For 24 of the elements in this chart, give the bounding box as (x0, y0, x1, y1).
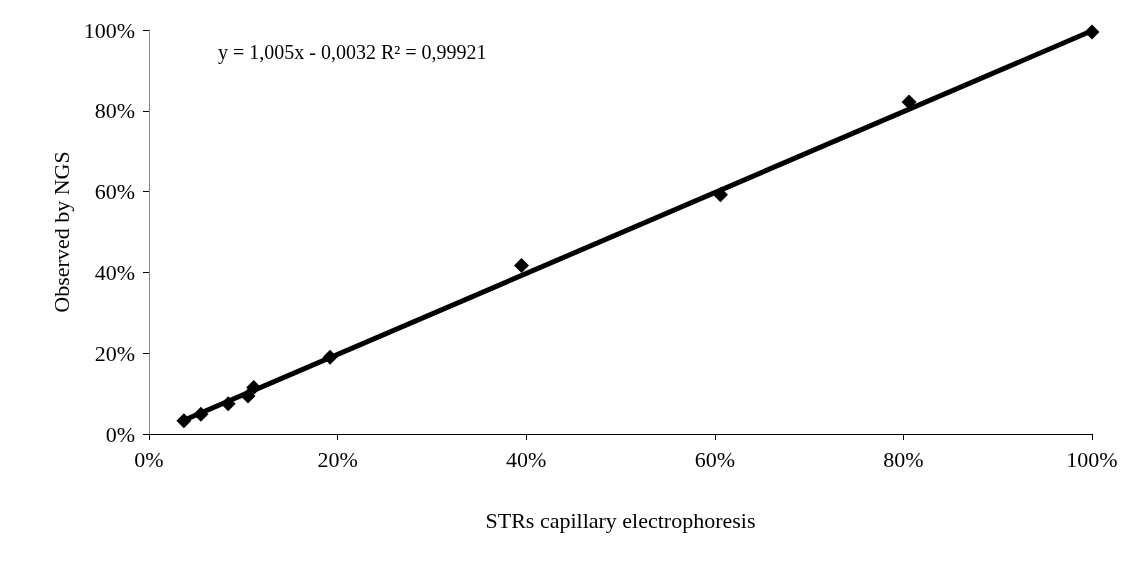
point (513, 258, 529, 274)
x-tick-label: 100% (1066, 446, 1118, 472)
y-tick-label: 20% (94, 340, 135, 366)
x-tick-label: 0% (134, 446, 164, 472)
point (176, 413, 192, 429)
x-tick-label: 80% (883, 446, 924, 472)
point (240, 388, 256, 404)
x-tick-label: 60% (694, 446, 735, 472)
point (246, 380, 262, 396)
y-tick-label: 100% (83, 17, 135, 43)
point (193, 406, 209, 422)
y-tick-label: 40% (94, 259, 135, 285)
x-tick-label: 40% (506, 446, 547, 472)
y-axis-title: Observed by NGS (49, 151, 75, 313)
y-tick-label: 80% (94, 98, 135, 124)
point (322, 349, 338, 365)
x-axis-title: STRs capillary electrophoresis (485, 507, 756, 533)
point (901, 94, 917, 110)
x-tick-label: 20% (317, 446, 358, 472)
point (1084, 24, 1100, 40)
point (712, 187, 728, 203)
y-tick-label: 60% (94, 179, 135, 205)
y-tick-label: 0% (105, 421, 135, 447)
annotation: y = 1,005x - 0,0032 R² = 0,99921 (218, 41, 487, 64)
